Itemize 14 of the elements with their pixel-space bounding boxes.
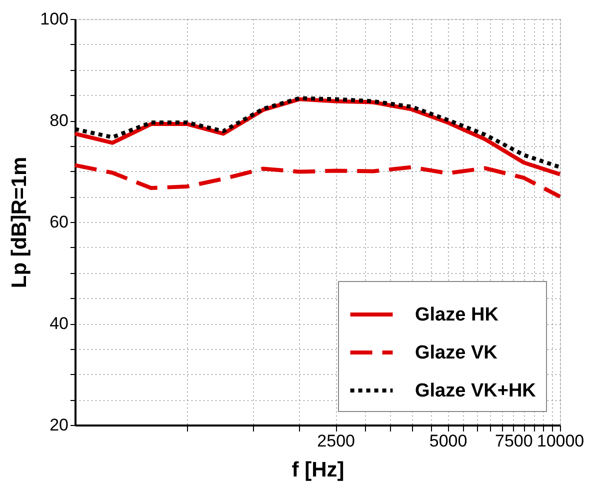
y-tick-label: 60 [50, 212, 68, 232]
legend-label: Glaze VK [415, 342, 498, 364]
x-axis-title: f [Hz] [292, 458, 344, 482]
x-tick-label: 2500 [317, 432, 355, 450]
y-tick-label: 20 [50, 416, 68, 434]
x-tick-label: 5000 [429, 432, 468, 450]
y-tick-label: 80 [50, 111, 68, 130]
legend-label: Glaze HK [415, 304, 499, 326]
y-tick-label: 40 [50, 314, 68, 333]
legend-label: Glaze VK+HK [415, 380, 536, 402]
x-tick-label: 10000 [536, 432, 584, 450]
y-tick-label: 100 [40, 10, 68, 28]
y-axis-title: Lp [dB]R=1m [8, 156, 32, 288]
x-tick-label: 7500 [495, 432, 533, 450]
